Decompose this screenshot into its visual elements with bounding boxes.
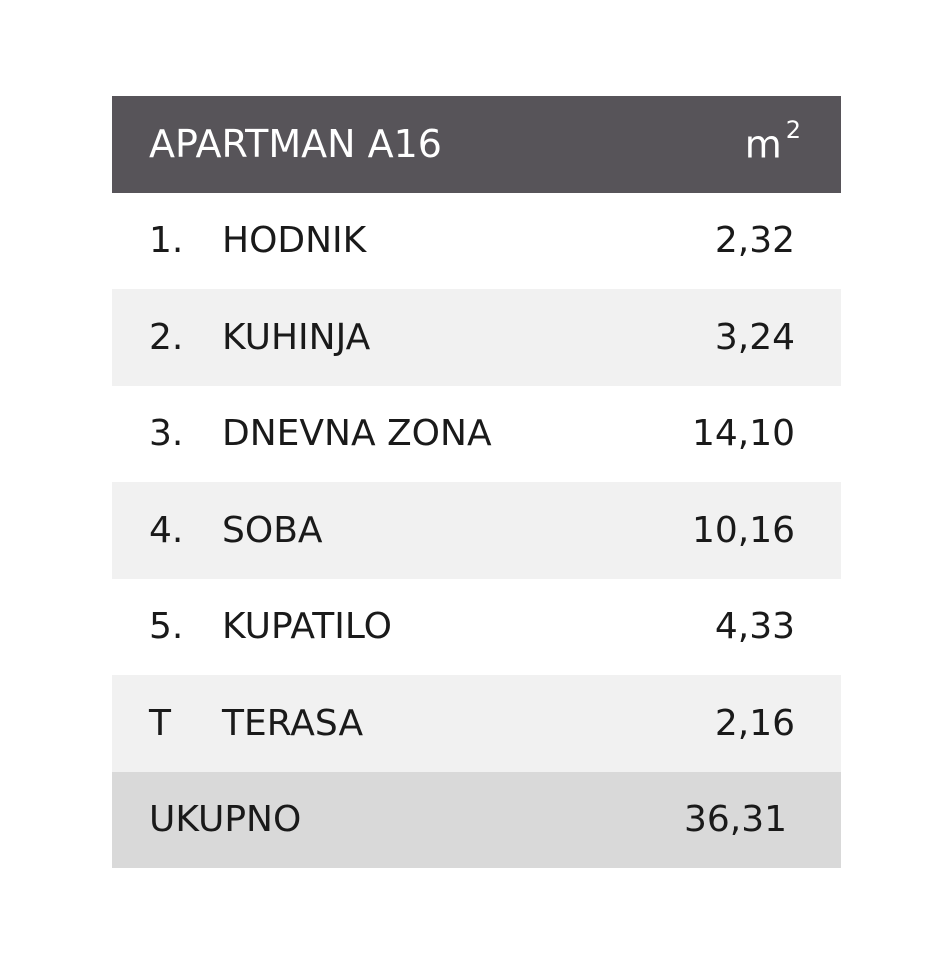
unit-exponent: 2 <box>785 115 801 144</box>
total-label: UKUPNO <box>149 799 302 841</box>
room-number: T <box>149 702 171 744</box>
room-area: 14,10 <box>691 413 795 455</box>
room-number: 2. <box>149 316 184 358</box>
room-area: 10,16 <box>691 509 795 551</box>
room-name: KUPATILO <box>222 606 392 648</box>
room-area: 2,16 <box>714 702 795 744</box>
unit-base: m <box>744 122 782 167</box>
room-number: 5. <box>149 606 184 648</box>
room-number: 4. <box>149 509 184 551</box>
table-row: 4. SOBA 10,16 <box>112 482 841 579</box>
total-area: 36,31 <box>683 799 787 841</box>
table-row: 5. KUPATILO 4,33 <box>112 578 841 675</box>
room-number: 3. <box>149 413 184 455</box>
room-area: 3,24 <box>714 316 795 358</box>
room-area: 2,32 <box>714 220 795 262</box>
room-name: HODNIK <box>222 220 367 262</box>
room-number: 1. <box>149 220 184 262</box>
table-row: 1. HODNIK 2,32 <box>112 192 841 289</box>
room-name: SOBA <box>222 509 323 551</box>
table-row: 3. DNEVNA ZONA 14,10 <box>112 385 841 482</box>
table-row: T TERASA 2,16 <box>112 675 841 772</box>
room-name: TERASA <box>222 702 364 744</box>
room-name: DNEVNA ZONA <box>222 413 492 455</box>
room-area: 4,33 <box>714 606 795 648</box>
apartment-title: APARTMAN A16 <box>149 122 442 167</box>
total-row: UKUPNO 36,31 <box>112 771 841 868</box>
table-row: 2. KUHINJA 3,24 <box>112 289 841 386</box>
room-name: KUHINJA <box>222 316 371 358</box>
